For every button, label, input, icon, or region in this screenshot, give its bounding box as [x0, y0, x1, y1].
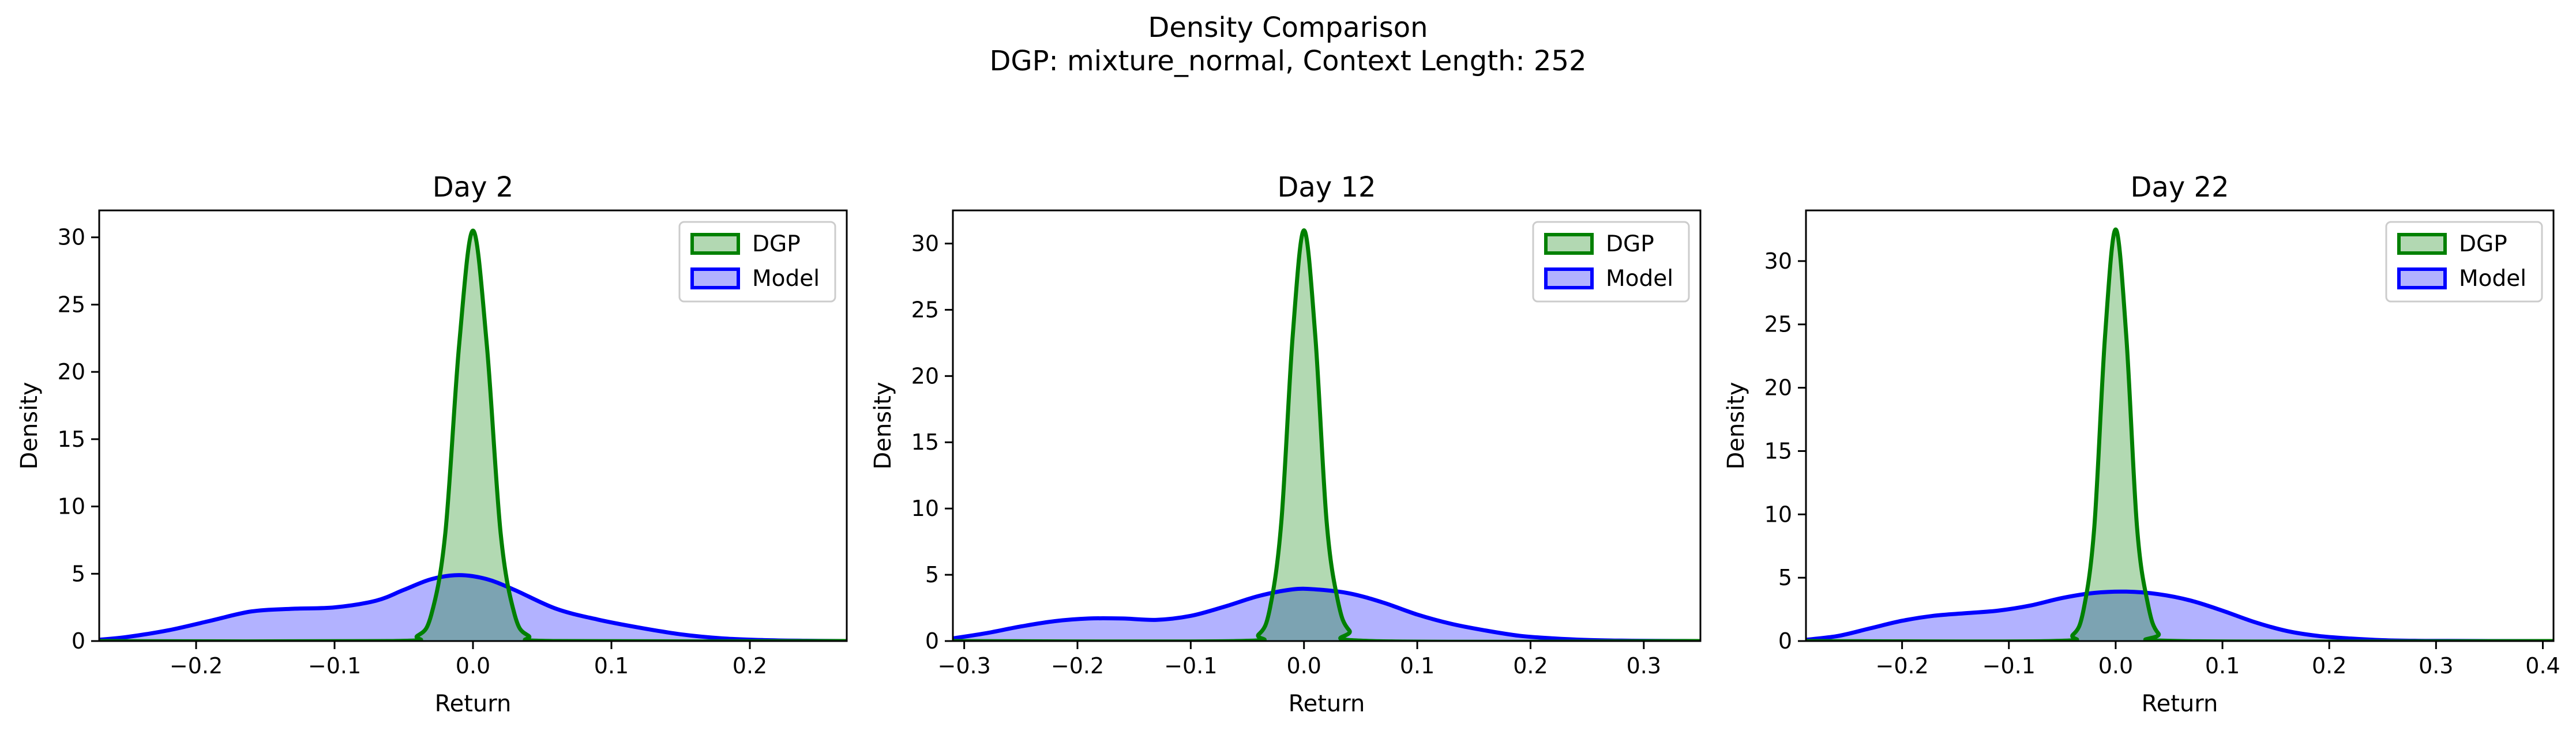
y-tick-label: 30: [911, 231, 939, 256]
density-panel-2: −0.3 −0.2 −0.1 0.0 0.1 0.2 0.3 0 5 10 15 20 25 30 Day …: [870, 171, 1702, 717]
panel-title: Day 22: [2130, 171, 2229, 203]
plot-area: [953, 228, 1700, 641]
y-axis-label: Density: [16, 382, 43, 469]
y-axis-label: Density: [870, 382, 896, 469]
y-tick-label: 0: [72, 628, 85, 654]
plot-area: [99, 228, 847, 641]
x-axis-label: Return: [1289, 691, 1365, 717]
x-tick-label: −0.1: [308, 653, 361, 679]
x-tick-label: 0.4: [2525, 653, 2560, 679]
dgp-legend-swatch: [2397, 233, 2447, 255]
dgp-density-line: [99, 228, 847, 641]
dgp-legend-label: DGP: [2459, 231, 2507, 257]
x-tick-label: 0.1: [594, 653, 629, 679]
y-tick-label: 15: [1764, 438, 1792, 463]
y-tick-label: 30: [58, 225, 85, 250]
model-density-line: [99, 573, 847, 641]
y-tick-label: 10: [911, 496, 939, 521]
dgp-density-line: [1806, 227, 2554, 641]
dgp-density-area: [953, 230, 1700, 641]
model-density-area: [99, 575, 847, 641]
legend: DGP Model: [1532, 221, 1690, 303]
model-density-area: [1806, 591, 2554, 641]
x-tick-label: −0.2: [1875, 653, 1928, 679]
y-tick-label: 5: [72, 561, 85, 586]
x-tick-label: 0.3: [2419, 653, 2453, 679]
y-tick-label: 30: [1764, 248, 1792, 274]
density-panel-3: −0.2 −0.1 0.0 0.1 0.2 0.3 0.4 0 5 10 15 20 25 30 Day 2…: [1723, 171, 2560, 717]
dgp-density-line: [953, 228, 1700, 641]
dgp-legend-swatch: [690, 233, 740, 255]
model-density-line: [953, 586, 1700, 641]
dgp-legend-swatch: [1544, 233, 1594, 255]
x-axis-label: Return: [2142, 691, 2218, 717]
x-tick-label: 0.0: [456, 653, 490, 679]
y-tick-label: 15: [58, 427, 85, 452]
y-tick-label: 10: [1764, 502, 1792, 527]
model-legend-label: Model: [1606, 266, 1673, 292]
x-tick-label: 0.2: [733, 653, 767, 679]
y-tick-label: 0: [925, 628, 939, 654]
dgp-density-area: [99, 231, 847, 641]
x-tick-label: 0.2: [2312, 653, 2346, 679]
x-tick-label: −0.2: [170, 653, 223, 679]
x-tick-label: 0.0: [1287, 653, 1321, 679]
y-tick-label: 20: [58, 359, 85, 385]
axes-frame: [952, 209, 1702, 642]
x-tick-label: 0.3: [1627, 653, 1661, 679]
density-panel-1: −0.2 −0.1 0.0 0.1 0.2 0 5 10 15 20 25 30 Day 2 Return…: [16, 171, 848, 717]
y-tick-label: 5: [1778, 565, 1792, 590]
model-legend-label: Model: [2459, 266, 2526, 292]
x-tick-label: 0.0: [2098, 653, 2133, 679]
figure-title-line1: Density Comparison: [1148, 12, 1428, 44]
model-legend-swatch: [1544, 267, 1594, 289]
panel-title: Day 12: [1277, 171, 1376, 203]
model-legend-swatch: [2397, 267, 2447, 289]
legend: DGP Model: [678, 221, 836, 303]
panel-title: Day 2: [433, 171, 514, 203]
y-tick-label: 20: [1764, 375, 1792, 401]
model-density-area: [953, 589, 1700, 641]
x-axis-label: Return: [435, 691, 512, 717]
axes-frame: [1805, 209, 2555, 642]
model-legend-swatch: [690, 267, 740, 289]
y-tick-label: 25: [58, 292, 85, 317]
x-tick-label: −0.2: [1051, 653, 1104, 679]
x-tick-label: −0.1: [1982, 653, 2036, 679]
model-legend-label: Model: [752, 266, 820, 292]
y-tick-label: 15: [911, 429, 939, 455]
y-tick-label: 20: [911, 363, 939, 389]
y-tick-label: 0: [1778, 628, 1792, 654]
x-tick-label: 0.1: [2205, 653, 2240, 679]
y-tick-label: 25: [1764, 312, 1792, 337]
x-tick-label: 0.1: [1400, 653, 1435, 679]
y-tick-label: 10: [58, 494, 85, 519]
y-tick-label: 25: [911, 297, 939, 322]
figure-title-line2: DGP: mixture_normal, Context Length: 252: [989, 45, 1586, 77]
legend: DGP Model: [2385, 221, 2543, 303]
x-tick-label: 0.2: [1513, 653, 1548, 679]
dgp-legend-label: DGP: [752, 231, 801, 257]
x-tick-label: −0.3: [937, 653, 990, 679]
y-tick-label: 5: [925, 562, 939, 587]
dgp-legend-label: DGP: [1606, 231, 1654, 257]
y-axis-label: Density: [1723, 382, 1749, 469]
x-tick-label: −0.1: [1164, 653, 1217, 679]
